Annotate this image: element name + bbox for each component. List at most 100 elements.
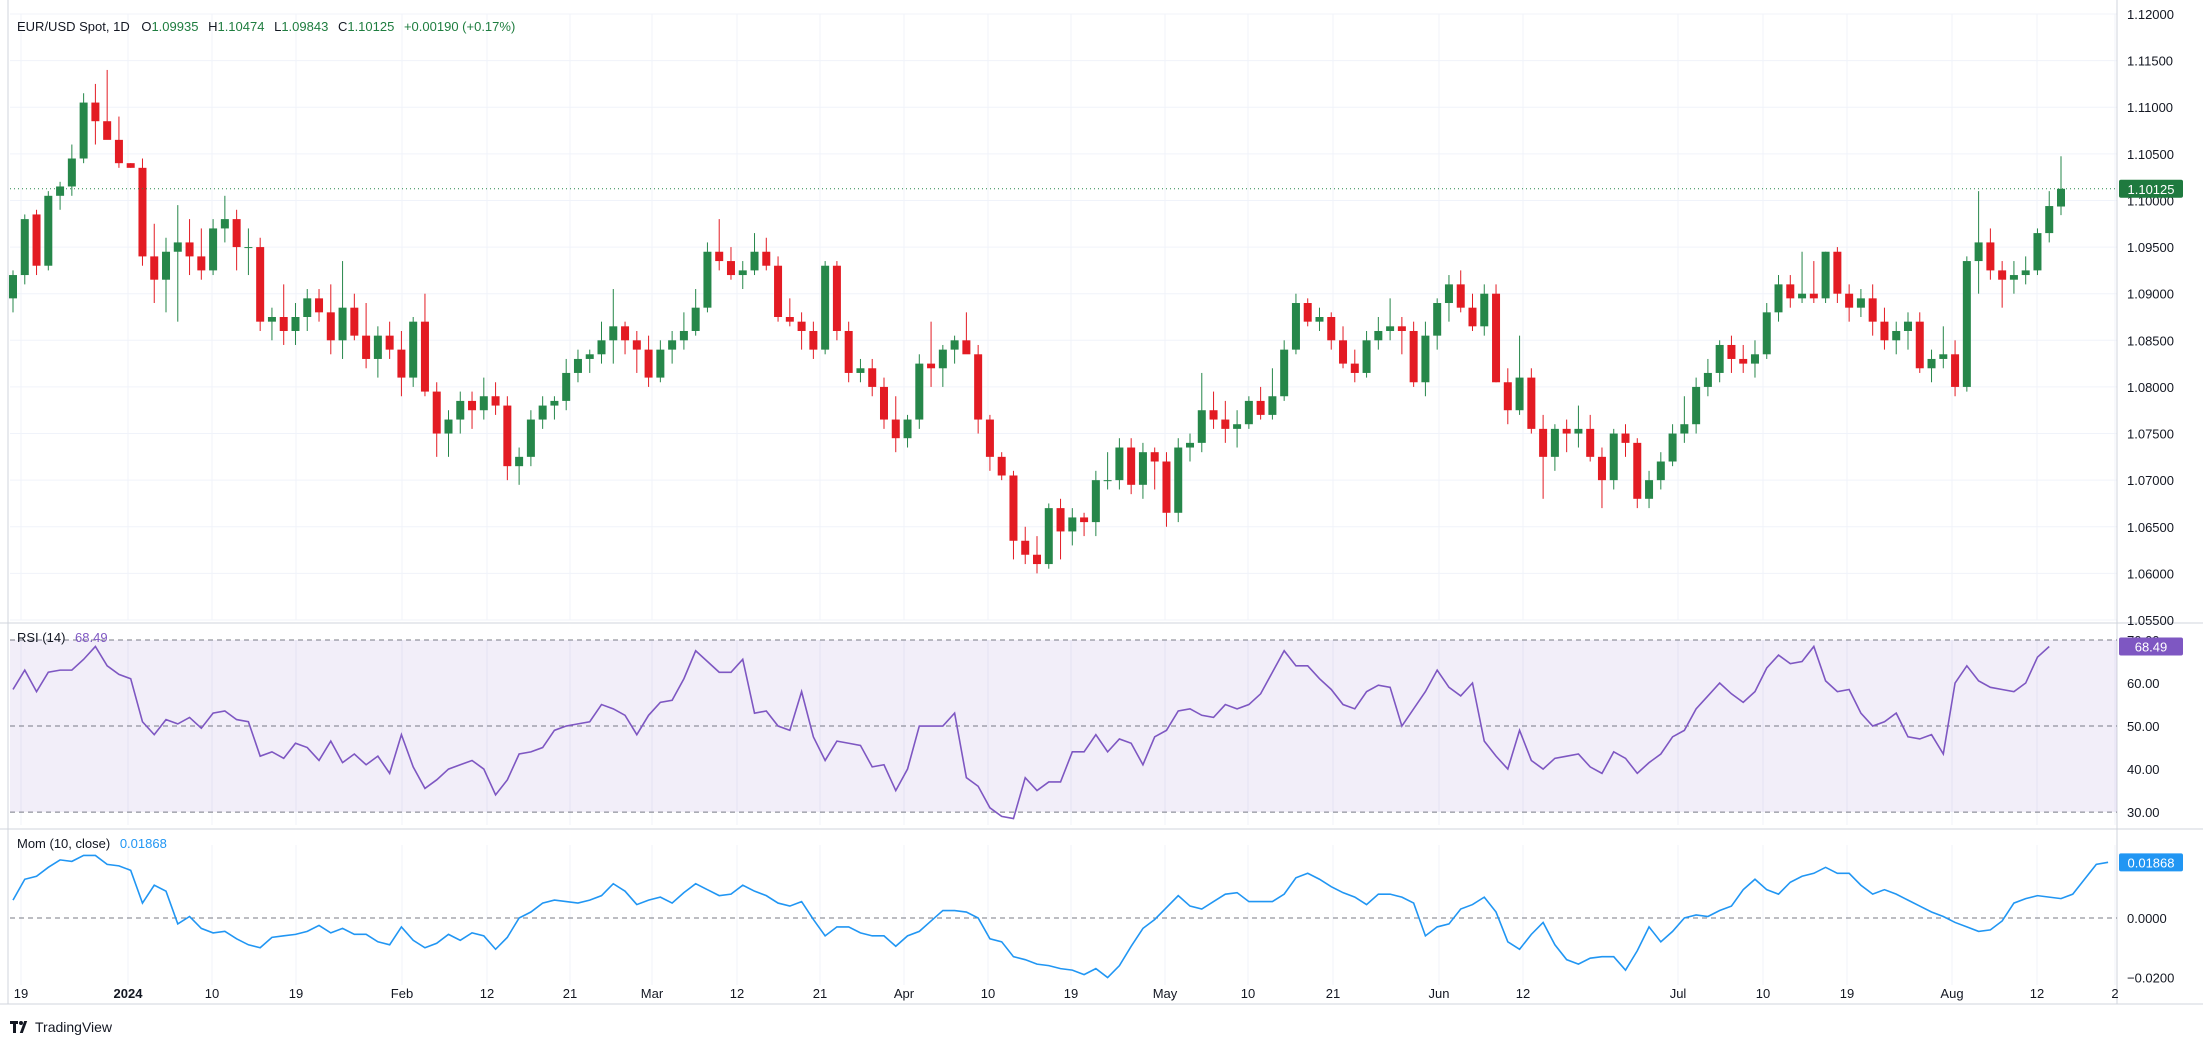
candle: [632, 330, 641, 373]
candle-body: [950, 340, 959, 350]
mom-title: Mom (10, close): [17, 836, 111, 851]
candle-body: [1597, 456, 1606, 481]
price-tick-label: 1.05500: [2127, 613, 2174, 628]
candle-body: [668, 340, 677, 350]
candle: [762, 237, 771, 271]
candle-body: [1103, 480, 1112, 482]
candle: [67, 144, 76, 196]
candle: [856, 358, 865, 383]
candle-body: [1291, 303, 1300, 350]
candle-body: [1174, 447, 1183, 513]
candle: [656, 340, 665, 383]
candle: [1703, 358, 1712, 397]
candle: [997, 452, 1006, 481]
price-axis[interactable]: 1.120001.115001.110001.105001.100001.095…: [2127, 7, 2174, 986]
candle-body: [1409, 330, 1418, 383]
rsi-line: [12, 644, 2050, 820]
candle-body: [997, 456, 1006, 476]
candle: [1492, 284, 1501, 383]
rsi-value-badge: 68.49: [2119, 637, 2183, 656]
rsi-legend-value: 68.49: [75, 630, 108, 645]
candle-body: [1080, 517, 1089, 523]
time-tick-label: 12: [730, 986, 744, 1001]
time-axis[interactable]: 19 2024 10 19 Feb 12 21 Mar 12 21 Apr 10 19 May 10 21 Ju…: [14, 986, 2119, 1001]
candle: [1656, 452, 1665, 490]
candle-body: [1268, 396, 1277, 415]
mom-value-badge-bg: [2119, 853, 2183, 872]
candle: [832, 261, 841, 341]
candle-body: [173, 242, 182, 252]
candle-body: [927, 363, 936, 369]
candle-body: [526, 419, 535, 457]
candle-body: [279, 317, 288, 331]
candle-body: [185, 242, 194, 257]
candlestick-series: [8, 69, 2117, 574]
symbol-name[interactable]: EUR/USD Spot, 1D: [17, 19, 130, 34]
candle-body: [385, 335, 394, 350]
candle: [126, 163, 135, 168]
candle: [468, 391, 477, 429]
candle-body: [903, 419, 912, 439]
candle-body: [397, 349, 406, 378]
candle: [44, 191, 53, 271]
mom-value-badge: 0.01868: [2119, 853, 2183, 872]
mom-legend[interactable]: Mom (10, close) 0.01868: [17, 836, 167, 851]
candle: [1680, 396, 1689, 443]
candle-body: [1645, 480, 1654, 499]
high-label: H: [208, 19, 218, 34]
candle-body: [114, 139, 123, 164]
candle: [797, 312, 806, 350]
candle: [1421, 321, 1430, 397]
price-tick-label: 1.08500: [2127, 333, 2174, 348]
candle: [1939, 326, 1948, 369]
rsi-legend[interactable]: RSI (14) 68.49: [17, 630, 108, 645]
rsi-value-badge-bg: [2119, 637, 2183, 656]
rsi-value-badge-text: 68.49: [2135, 639, 2168, 654]
candle: [138, 158, 147, 266]
candle-body: [1009, 475, 1018, 541]
candle: [1821, 251, 1830, 304]
candle-body: [1786, 284, 1795, 299]
candle: [1527, 368, 1536, 434]
candle: [1892, 321, 1901, 355]
candle: [350, 293, 359, 341]
candle-body: [1633, 442, 1642, 499]
mom-line: [12, 854, 2109, 979]
candle: [1715, 340, 1724, 383]
candle-body: [1715, 344, 1724, 373]
price-tick-label: 1.07500: [2127, 427, 2174, 442]
candle-body: [809, 330, 818, 350]
price-tick-label: 1.07000: [2127, 473, 2174, 488]
tradingview-brand[interactable]: TradingView: [10, 1019, 112, 1035]
candle: [1586, 414, 1595, 462]
time-tick-label: 21: [1326, 986, 1340, 1001]
price-tick-label: 1.11000: [2127, 100, 2173, 115]
candle: [2021, 256, 2030, 285]
change-value: +0.00190 (+0.17%): [403, 19, 516, 34]
candle: [1068, 508, 1077, 546]
candle: [362, 303, 371, 369]
rsi-tick-label: 40.00: [2127, 762, 2160, 777]
close-label: C: [337, 19, 348, 34]
candle-body: [1197, 410, 1206, 443]
brand-name: TradingView: [35, 1019, 113, 1035]
candle: [1856, 289, 1865, 317]
candle: [1550, 424, 1559, 471]
candle-body: [150, 256, 159, 280]
candle-body: [1186, 442, 1195, 448]
time-tick-label: 2024: [114, 986, 144, 1001]
candle-body: [797, 321, 806, 331]
time-tick-label: Jun: [1429, 986, 1450, 1001]
candle: [1750, 340, 1759, 378]
candle-body: [1421, 335, 1430, 383]
candle: [267, 307, 276, 341]
candle-body: [1986, 242, 1995, 271]
candle-body: [1774, 284, 1783, 313]
candle: [1774, 275, 1783, 322]
candle: [20, 214, 29, 285]
high-value: 1.10474: [217, 19, 265, 34]
candle-body: [1127, 447, 1136, 485]
rsi-tick-label: 50.00: [2127, 719, 2160, 734]
candle: [1962, 256, 1971, 392]
